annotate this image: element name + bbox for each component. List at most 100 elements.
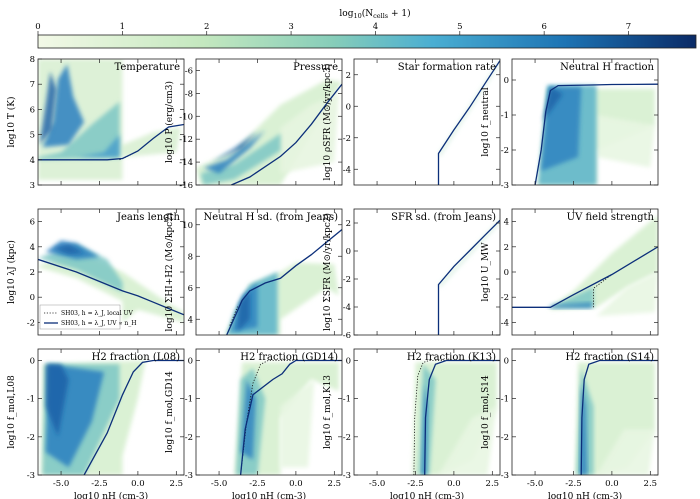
legend-dotted-label: SH03, h = λ_J, local UV [61,310,134,317]
panel-h2-k13: H2 fraction (K13) -3 -2 -1 0 -5.0 -2.5 0.0 2.5 lo… [323,348,501,499]
panel-title: Temperature [114,62,180,73]
y-axis-label: log10 f_neutral [481,87,491,156]
panel-uv-field: UV field strength -4 -2 0 2 4 log10 U_MW [481,208,659,336]
y-tick-label: -1 [185,395,193,405]
plot-frame [37,348,185,476]
colorbar-bar [37,34,697,49]
y-axis-label: log10 P (erg/cm3) [164,81,175,163]
plot-frame [511,58,659,186]
y-tick-label: 0 [188,356,193,366]
x-tick-label: -2.5 [249,479,265,489]
heatmap-area [41,359,184,475]
y-tick-label: -4 [343,303,351,313]
y-tick-label: 3 [30,181,35,191]
plot-frame [195,208,343,336]
plot-frame [195,348,343,476]
x-axis-label: log10 nH (cm-3) [548,491,622,499]
solid-curve [239,359,342,475]
solid-curve [437,219,500,335]
solid-curve [83,359,184,475]
y-axis-label: log10 f_mol,L08 [7,375,17,449]
solid-curve [512,246,658,308]
y-tick-label: -1 [343,395,351,405]
y-tick-label: -1 [27,395,35,405]
heatmap-area [225,228,342,335]
y-axis-label: log10 ΣSFR (M⊙/yr/kpc2) [322,213,333,331]
y-tick-label: -3 [501,181,509,191]
x-axis-label: log10 nH (cm-3) [390,491,464,499]
y-tick-label: 6 [188,284,193,294]
density-region [550,215,658,310]
y-tick-label: -12 [179,135,193,145]
y-tick-label: -3 [501,471,509,481]
y-tick-label: 6 [30,218,35,228]
x-tick-label: -2.5 [91,479,107,489]
plot-frame [353,58,501,186]
y-tick-label: -14 [179,158,193,168]
density-region [542,87,563,122]
panel-pressure: Pressure -16 -14 -12 -10 -8 -6 log10 P (erg/cm3… [164,58,343,191]
solid-curve [424,359,500,475]
y-tick-label: -2 [343,134,351,144]
y-tick-label: 0 [504,76,509,86]
y-tick-label: 8 [188,252,193,262]
y-tick-label: 4 [188,315,193,325]
y-tick-label: -2 [501,293,509,303]
panel-h2-l08: H2 fraction (L08) -3 -2 -1 0 -5.0 -2.5 0.0 2.5 lo… [7,348,185,499]
panel-sfr: Star formation rate -4 -2 0 2 log10 ρSFR (M⊙/… [322,58,501,186]
y-tick-label: -4 [343,165,351,175]
y-axis-label: log10 f_mol,K13 [323,375,333,449]
heatmap-area [437,218,500,335]
panel-h2-gd14: H2 fraction (GD14) -3 -2 -1 0 -5.0 -2.5 0.0 2.5 l… [165,348,343,499]
y-tick-label: -2 [185,433,193,443]
y-tick-label: 2 [346,219,351,229]
solid-curve [534,83,658,185]
x-tick-label: 2.5 [644,479,658,489]
y-tick-label: 7 [30,80,35,90]
dotted-curve [229,306,238,326]
y-tick-label: -16 [179,181,193,191]
y-tick-label: 8 [30,55,35,65]
y-tick-label: -2 [343,275,351,285]
colorbar: log10(Ncells + 1) 0 1 2 3 4 5 6 7 [35,8,697,49]
y-axis-label: log10 T (K) [6,97,17,148]
density-region [547,302,592,309]
density-region [39,71,57,145]
y-tick-label: -6 [343,331,351,341]
density-region [237,290,250,332]
plot-frame [353,348,501,476]
y-tick-label: 0 [504,268,509,278]
panel-title: Neutral H sd. (from Jeans) [204,212,339,223]
panel-jeans-length: Jeans length -2 0 2 4 6 log10 λJ (kpc) SH03, h … [6,208,185,336]
panel-h2-s14: H2 fraction (S14) -3 -2 -1 0 -5.0 -2.5 0.0 2.5 lo… [481,348,659,499]
y-tick-label: -10 [179,112,193,122]
x-tick-label: 2.5 [328,479,342,489]
x-tick-label: -2.5 [565,479,581,489]
y-tick-label: -1 [501,111,509,121]
density-region [76,134,120,158]
panel-title: UV field strength [567,212,655,223]
plot-frame [353,208,501,336]
y-tick-label: -1 [501,395,509,405]
heatmap-area [534,83,658,185]
y-axis-label: log10 U_MW [481,242,491,302]
colorbar-tick-label: 0 [35,22,40,32]
solid-curve [231,83,342,185]
x-tick-label: 0.0 [289,479,303,489]
heatmap-area [575,359,658,475]
colorbar-label: log10(Ncells + 1) [339,8,410,20]
density-region [203,130,266,174]
panel-neutral-h-sd: Neutral H sd. (from Jeans) 4 6 8 10 log10 ΣHI… [164,208,343,336]
colorbar-tick-label: 4 [373,22,378,32]
y-axis-label: log10 ΣHI+H2 (M⊙/kpc2) [164,213,175,332]
colorbar-tick-label: 1 [120,22,125,32]
y-tick-label: 0 [504,356,509,366]
y-tick-label: 2 [346,71,351,81]
y-tick-label: -2 [343,433,351,443]
y-tick-label: -3 [185,471,193,481]
solid-curve [226,228,342,335]
y-tick-label: 5 [30,131,35,141]
colorbar-ticks: 0 1 2 3 4 5 6 7 [35,22,631,35]
